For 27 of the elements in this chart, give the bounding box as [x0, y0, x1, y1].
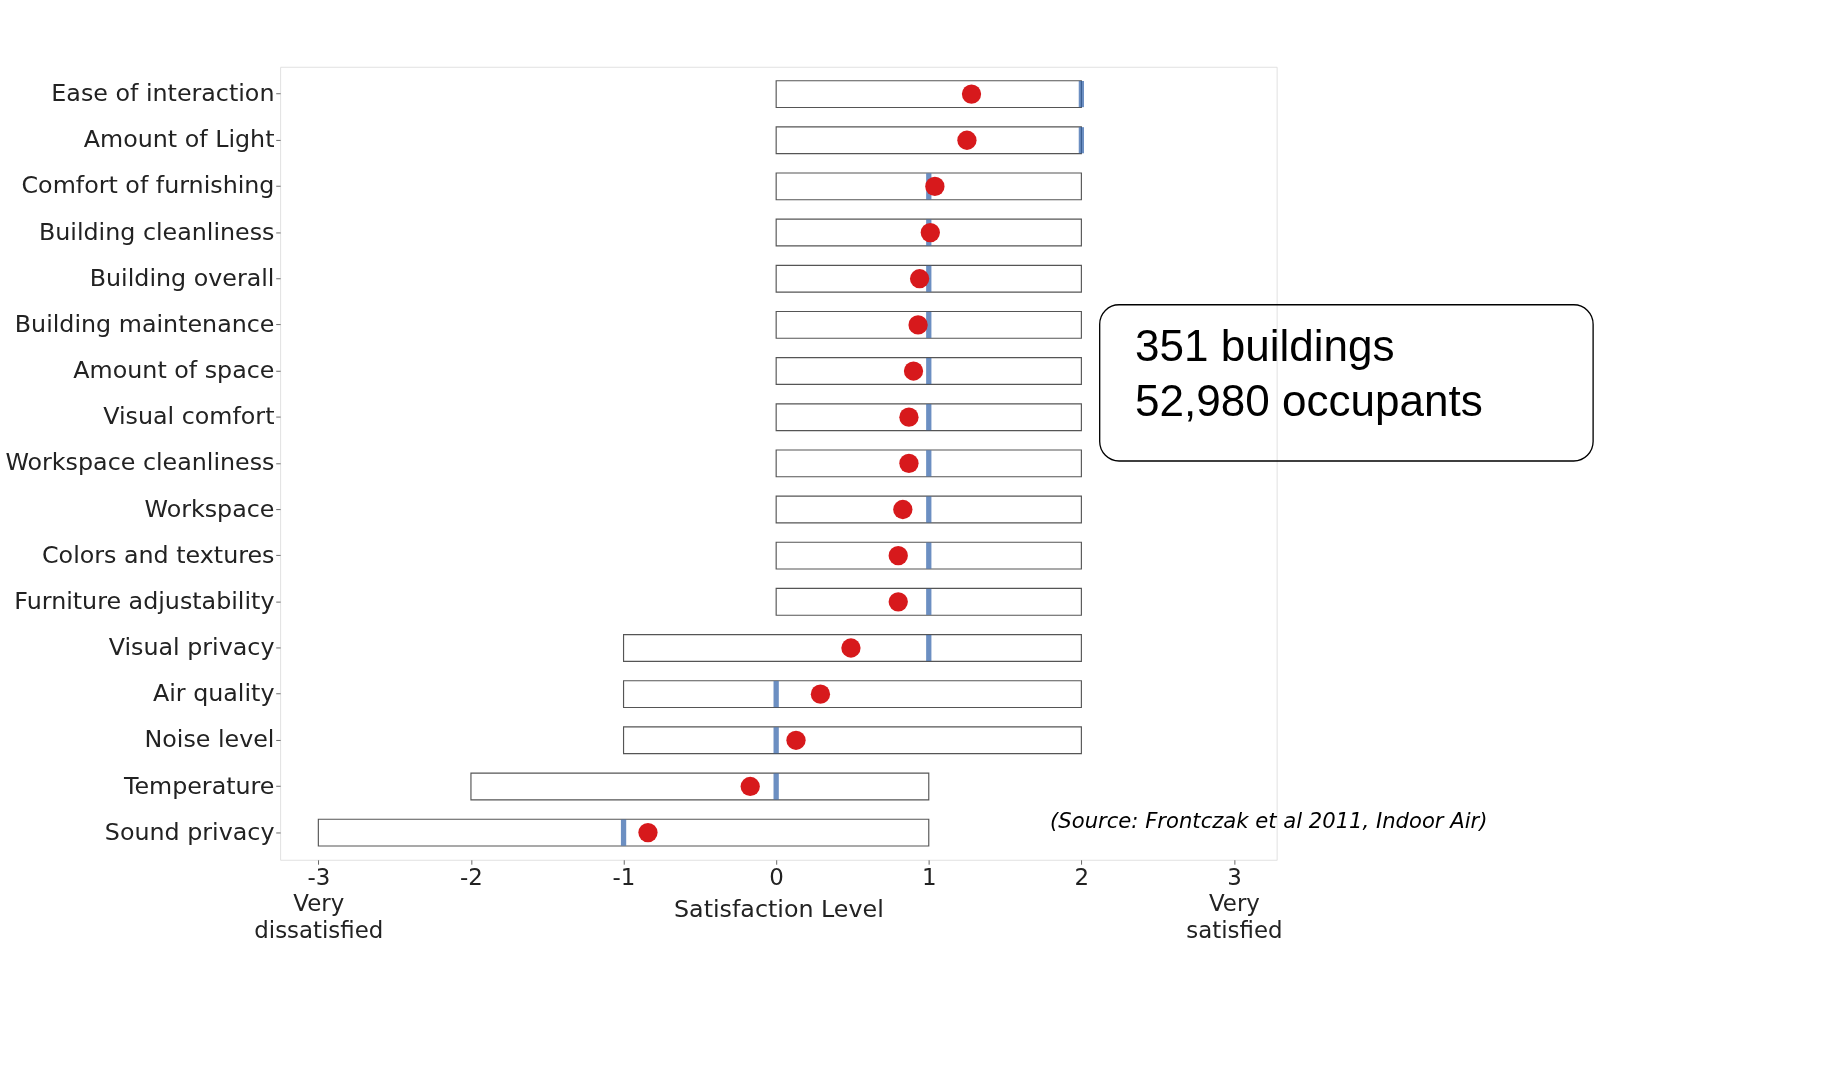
annotation: 351 buildings 52,980 occupants: [1134, 321, 1483, 425]
y-tick-label: Building cleanliness: [38, 217, 275, 246]
x-tick-label: -3 Very dissatisfied: [254, 863, 384, 943]
annotation: (Source: Frontczak et al 2011, Indoor Air): [1050, 807, 1488, 833]
y-tick-label: Amount of space: [73, 356, 275, 385]
y-tick-label: Air quality: [152, 679, 275, 708]
x-tick-label: 1: [921, 863, 937, 890]
y-tick-label: Sound privacy: [104, 817, 275, 846]
y-tick-label: Amount of Light: [83, 125, 275, 154]
x-tick-label: 2: [1074, 863, 1090, 890]
y-tick-label: Visual privacy: [108, 633, 275, 662]
y-tick-label: Ease of interaction: [51, 79, 275, 108]
y-tick-label: Workspace: [144, 494, 275, 523]
x-axis-title: Satisfaction Level: [674, 894, 884, 923]
x-tick-label: -2: [459, 863, 483, 890]
y-tick-label: Building maintenance: [14, 309, 275, 338]
y-tick-label: Visual comfort: [103, 402, 275, 431]
x-tick-label: -1: [612, 863, 636, 890]
y-tick-label: Temperature: [122, 771, 275, 800]
y-tick-label: Noise level: [144, 725, 275, 754]
y-tick-label: Building overall: [89, 263, 275, 292]
y-tick-label: Furniture adjustability: [14, 586, 275, 615]
y-tick-label: Comfort of furnishing: [21, 171, 275, 200]
x-tick-label: 0: [769, 863, 784, 890]
x-tick-label: 3 Very satisfied: [1186, 863, 1283, 943]
y-tick-label: Colors and textures: [41, 540, 275, 569]
y-tick-label: Workspace cleanliness: [5, 448, 275, 477]
